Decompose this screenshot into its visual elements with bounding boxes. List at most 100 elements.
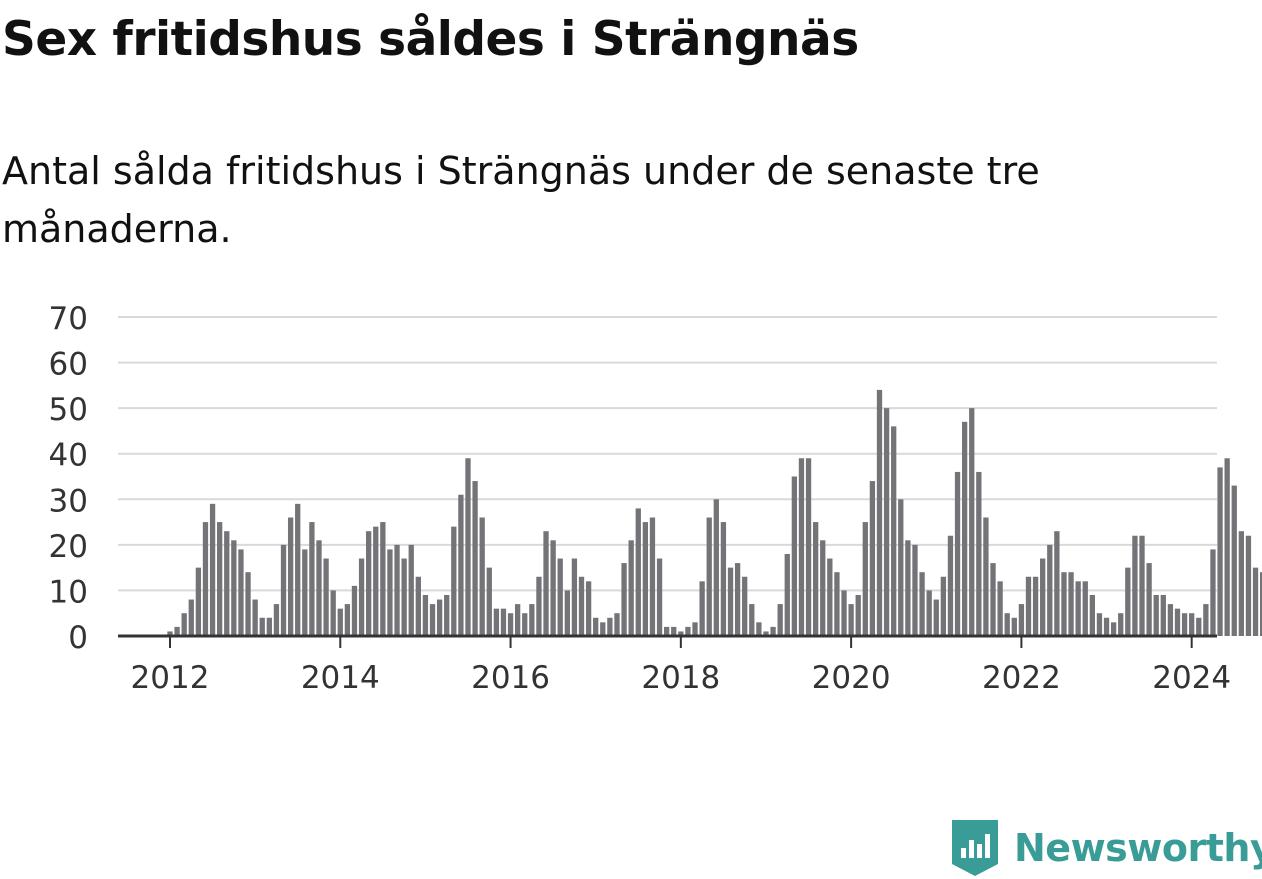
- bar: [749, 604, 755, 636]
- bar: [451, 526, 457, 636]
- bar: [316, 540, 322, 636]
- bar: [1167, 604, 1174, 636]
- bar: [366, 531, 372, 636]
- bar: [600, 622, 606, 636]
- bar: [1025, 576, 1032, 636]
- bar: [1018, 604, 1025, 636]
- bar: [231, 540, 237, 636]
- bar: [188, 599, 194, 636]
- bar: [905, 540, 911, 636]
- bar: [855, 594, 861, 636]
- bar: [287, 517, 294, 636]
- bar: [912, 544, 918, 636]
- bar: [1103, 617, 1110, 636]
- bar: [614, 613, 620, 636]
- bar: [1160, 594, 1166, 636]
- bar: [550, 540, 556, 636]
- bar: [1118, 613, 1124, 636]
- bar: [926, 590, 932, 636]
- bar: [827, 558, 833, 636]
- bar: [479, 517, 485, 636]
- bar: [500, 608, 507, 636]
- bar: [1047, 544, 1053, 636]
- bar: [571, 558, 578, 636]
- bar: [1259, 572, 1262, 636]
- bar: [195, 567, 202, 636]
- bar: [1181, 613, 1188, 636]
- bar: [330, 590, 336, 636]
- bar: [174, 626, 180, 636]
- bar: [238, 549, 244, 636]
- bar: [1096, 613, 1103, 636]
- bar: [1054, 531, 1060, 636]
- bar: [1174, 608, 1181, 636]
- bar: [692, 622, 698, 636]
- y-tick-label: 70: [49, 301, 88, 337]
- bar: [1252, 567, 1259, 636]
- bar: [805, 458, 812, 636]
- bar: [217, 522, 223, 636]
- bar: [273, 604, 280, 636]
- bar: [671, 626, 677, 636]
- bar: [522, 613, 528, 636]
- bar: [742, 576, 748, 636]
- bar: [770, 626, 776, 636]
- bar: [1231, 485, 1237, 636]
- y-tick-label: 40: [49, 438, 88, 474]
- bar: [309, 522, 315, 636]
- bar: [656, 558, 663, 636]
- bar: [557, 558, 563, 636]
- bar: [472, 481, 478, 636]
- bar: [791, 476, 798, 636]
- x-tick-label: 2014: [301, 660, 380, 696]
- bar: [869, 481, 876, 636]
- bar: [720, 522, 727, 636]
- bar: [458, 494, 464, 636]
- bar: [685, 626, 691, 636]
- y-tick-label: 60: [49, 347, 88, 383]
- bar: [358, 558, 365, 636]
- bar-chart: 0 10 20 30 40 50 60 70 2012 2014 2016 2018 2020 2022…: [49, 301, 1262, 696]
- bar: [841, 590, 847, 636]
- bar: [628, 540, 634, 636]
- x-tick-label: 2020: [812, 660, 891, 696]
- bar: [607, 617, 613, 636]
- bar: [585, 581, 592, 636]
- bar: [891, 426, 897, 636]
- bar: [408, 544, 414, 636]
- bar: [1125, 567, 1131, 636]
- bar: [323, 558, 329, 636]
- x-tick-label: 2022: [982, 660, 1061, 696]
- bar: [1089, 594, 1095, 636]
- bar: [678, 631, 684, 636]
- bar: [295, 503, 301, 636]
- y-axis: 0 10 20 30 40 50 60 70: [49, 301, 88, 656]
- bar: [1189, 613, 1195, 636]
- bar: [862, 522, 868, 636]
- bar: [699, 581, 705, 636]
- bar: [848, 604, 854, 636]
- bar: [649, 517, 656, 636]
- bar: [777, 604, 783, 636]
- bar: [990, 563, 996, 636]
- bar: [224, 531, 230, 636]
- bar: [961, 421, 968, 636]
- y-tick-label: 20: [49, 529, 88, 565]
- bar: [1110, 622, 1117, 636]
- chart-title: Sex fritidshus såldes i Strängnäs: [2, 12, 859, 67]
- bar: [635, 508, 641, 636]
- chart-subtitle: Antal sålda fritidshus i Strängnäs under…: [2, 149, 1040, 251]
- bar: [642, 522, 649, 636]
- bar: [713, 499, 719, 636]
- bar: [543, 531, 549, 636]
- bar: [834, 572, 840, 636]
- bar: [245, 572, 251, 636]
- x-tick-label: 2012: [131, 660, 210, 696]
- bar: [465, 458, 471, 636]
- bar: [621, 563, 627, 636]
- bar: [664, 626, 670, 636]
- brand-name: Newsworthy: [1014, 826, 1262, 870]
- bar: [351, 585, 358, 636]
- bar: [394, 544, 400, 636]
- bar: [529, 604, 535, 636]
